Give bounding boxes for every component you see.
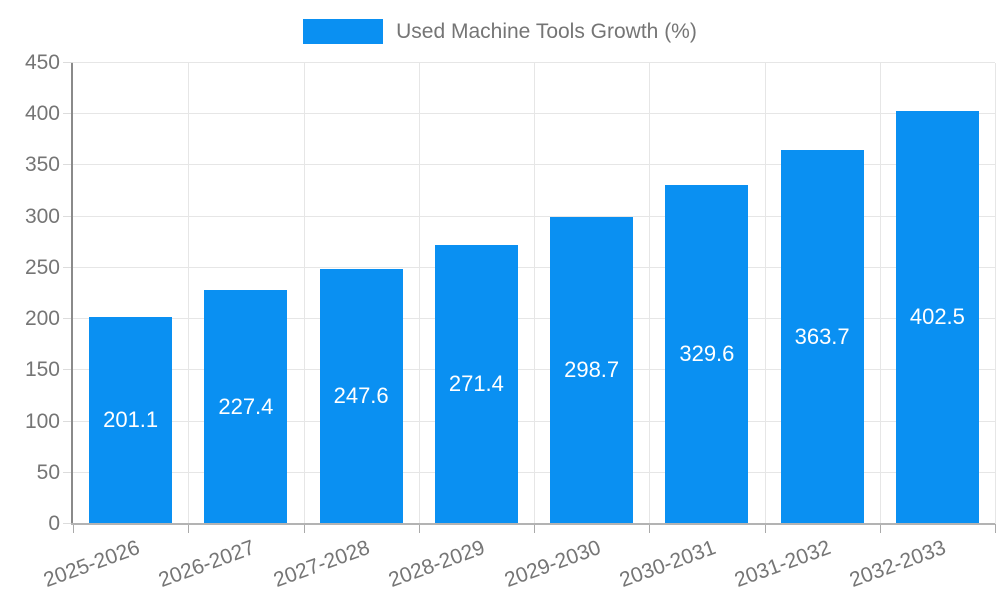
x-axis-tick-label: 2032-2033 (846, 536, 950, 592)
bar-value-label: 329.6 (679, 341, 735, 367)
bar: 329.6 (665, 185, 749, 523)
x-axis-line (71, 523, 995, 525)
y-axis-tick (63, 318, 73, 320)
bar-value-label: 402.5 (909, 303, 965, 329)
y-axis-tick-label: 0 (48, 512, 60, 535)
legend-swatch (303, 19, 384, 44)
x-axis-tick-label: 2029-2030 (501, 536, 604, 592)
bar: 271.4 (434, 244, 518, 523)
x-axis-tick (649, 524, 651, 533)
y-axis-tick (63, 266, 73, 268)
y-axis-tick-label: 200 (24, 307, 60, 331)
bar-value-label: 247.6 (333, 383, 389, 409)
y-axis-tick (63, 523, 73, 524)
x-axis-tick (73, 524, 74, 533)
bar-value-label: 298.7 (564, 356, 620, 382)
y-axis-tick-label: 250 (24, 255, 60, 279)
bar: 363.7 (780, 150, 864, 523)
x-axis-tick-label: 2030-2031 (616, 536, 719, 592)
bar-value-label: 227.4 (218, 393, 274, 419)
bar: 227.4 (204, 290, 288, 523)
x-axis-tick-label: 2025-2026 (40, 536, 143, 592)
y-axis-tick-label: 450 (24, 51, 60, 74)
bar-value-label: 271.4 (448, 370, 504, 396)
x-axis-tick (764, 524, 766, 533)
x-axis-tick-label: 2026-2027 (155, 536, 258, 592)
bar: 298.7 (550, 216, 634, 523)
gridline-vertical (995, 63, 996, 524)
y-axis-tick-label: 350 (24, 153, 60, 177)
x-axis-tick-label: 2027-2028 (270, 536, 373, 592)
y-axis-tick (63, 369, 73, 371)
x-axis-tick (188, 524, 190, 533)
gridline-vertical (188, 63, 190, 524)
gridline-vertical (879, 63, 881, 524)
y-axis-tick (63, 471, 73, 473)
y-axis-tick-label: 400 (24, 102, 60, 126)
x-axis-tick-label: 2028-2029 (385, 536, 489, 592)
bar: 201.1 (89, 316, 173, 523)
y-axis-line (71, 63, 73, 524)
bar: 247.6 (319, 269, 403, 523)
x-axis-tick-label: 2031-2032 (731, 536, 834, 592)
y-axis-tick (63, 215, 73, 217)
x-axis-tick (534, 524, 535, 533)
bar: 402.5 (895, 110, 979, 523)
y-axis-tick (63, 420, 73, 422)
legend-label: Used Machine Tools Growth (%) (396, 19, 697, 43)
y-axis-tick-label: 100 (24, 409, 60, 433)
y-axis-tick (63, 164, 73, 166)
legend: Used Machine Tools Growth (%) (0, 19, 1000, 44)
x-axis-tick (418, 524, 420, 533)
y-axis-tick-label: 300 (24, 204, 60, 228)
y-axis-tick (63, 62, 73, 63)
gridline-vertical (418, 63, 420, 524)
y-axis-tick-label: 50 (36, 460, 60, 484)
y-axis-tick (63, 113, 73, 115)
x-axis-tick (303, 524, 305, 533)
gridline-vertical (764, 63, 766, 524)
y-axis-tick-label: 150 (24, 358, 60, 382)
gridline-horizontal (73, 62, 995, 63)
bar-value-label: 363.7 (794, 323, 850, 349)
gridline-vertical (303, 63, 305, 524)
bar-value-label: 201.1 (103, 406, 159, 432)
gridline-vertical (534, 63, 535, 524)
x-axis-tick (995, 524, 996, 533)
x-axis-tick (879, 524, 881, 533)
gridline-vertical (649, 63, 651, 524)
